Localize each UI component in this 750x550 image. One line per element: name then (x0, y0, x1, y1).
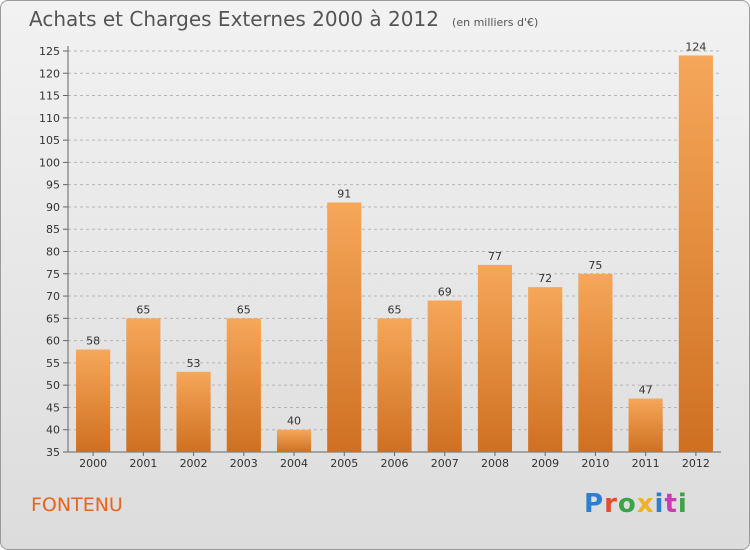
bar (176, 371, 211, 452)
y-tick-label: 40 (46, 424, 60, 437)
brand-logo: Proxiti (584, 489, 688, 519)
bars (76, 55, 713, 452)
data-label: 53 (187, 357, 201, 370)
data-label: 58 (86, 335, 100, 348)
y-tick-label: 90 (46, 201, 60, 214)
axes: 35 40 45 50 55 60 65 70 75 80 85 90 95 100 105 110 115 12… (39, 45, 721, 470)
x-tick-label: 2002 (180, 457, 208, 470)
y-tick-label: 100 (39, 156, 60, 169)
y-tick-label: 85 (46, 223, 60, 236)
chart-title: Achats et Charges Externes 2000 à 2012 (29, 7, 439, 31)
value-labels: 58 65 53 65 40 91 65 69 77 72 75 47 124 (86, 40, 706, 427)
y-tick-label: 115 (39, 90, 60, 103)
bar (528, 287, 563, 452)
data-label: 65 (136, 303, 150, 316)
bar (327, 202, 362, 452)
bar (76, 349, 111, 452)
y-tick-label: 55 (46, 357, 60, 370)
x-tick-label: 2004 (280, 457, 308, 470)
y-tick-label: 45 (46, 401, 60, 414)
data-label: 40 (287, 415, 301, 428)
data-label: 69 (438, 286, 452, 299)
y-tick-label: 60 (46, 335, 60, 348)
x-tick-label: 2007 (431, 457, 459, 470)
data-label: 124 (685, 40, 706, 53)
y-tick-label: 105 (39, 134, 60, 147)
brand-letter: x (636, 489, 655, 519)
data-label: 77 (488, 250, 502, 263)
bar (226, 318, 261, 452)
y-tick-label: 70 (46, 290, 60, 303)
x-tick-label: 2003 (230, 457, 258, 470)
data-label: 65 (237, 303, 251, 316)
bar (126, 318, 161, 452)
x-tick-label: 2008 (481, 457, 509, 470)
brand-letter: o (617, 489, 637, 519)
x-tick-label: 2010 (581, 457, 609, 470)
data-label: 47 (639, 384, 653, 397)
y-tick-label: 75 (46, 268, 60, 281)
x-tick-label: 2009 (531, 457, 559, 470)
brand-letter: i (677, 489, 688, 519)
y-tick-label: 95 (46, 179, 60, 192)
x-tick-label: 2012 (682, 457, 710, 470)
bar (276, 429, 312, 452)
data-label: 72 (538, 272, 552, 285)
brand-letter: r (604, 489, 618, 519)
x-tick-label: 2005 (330, 457, 358, 470)
y-tick-label: 35 (46, 446, 60, 459)
y-tick-label: 65 (46, 312, 60, 325)
data-label: 75 (588, 259, 602, 272)
x-tick-label: 2011 (632, 457, 660, 470)
x-tick-label: 2006 (381, 457, 409, 470)
bar (628, 398, 663, 452)
x-tick-label: 2001 (129, 457, 157, 470)
place-name: FONTENU (31, 494, 123, 516)
brand-letter: t (664, 489, 678, 519)
data-label: 91 (337, 187, 351, 200)
bar (578, 273, 613, 452)
data-label: 65 (388, 303, 402, 316)
chart-unit: (en milliers d'€) (452, 16, 539, 29)
y-tick-label: 120 (39, 67, 60, 80)
y-tick-label: 80 (46, 246, 60, 259)
bar (427, 300, 462, 452)
bar (377, 318, 412, 452)
brand-letter: i (654, 489, 665, 519)
title-block: Achats et Charges Externes 2000 à 2012 (… (29, 7, 538, 31)
x-tick-label: 2000 (79, 457, 107, 470)
bar (678, 55, 713, 452)
y-tick-label: 125 (39, 45, 60, 58)
brand-letter: P (584, 489, 605, 519)
y-tick-label: 50 (46, 379, 60, 392)
bar (477, 264, 513, 452)
y-tick-label: 110 (39, 112, 60, 125)
